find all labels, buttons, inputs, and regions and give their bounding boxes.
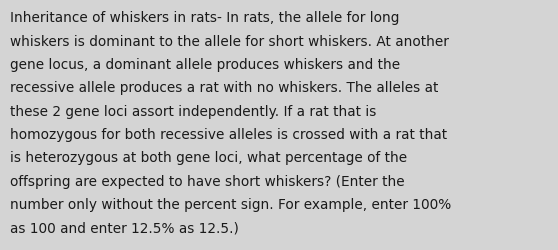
Text: Inheritance of whiskers in rats- In rats, the allele for long: Inheritance of whiskers in rats- In rats… (10, 11, 400, 25)
Text: is heterozygous at both gene loci, what percentage of the: is heterozygous at both gene loci, what … (10, 151, 407, 165)
Text: gene locus, a dominant allele produces whiskers and the: gene locus, a dominant allele produces w… (10, 58, 400, 72)
Text: as 100 and enter 12.5% as 12.5.): as 100 and enter 12.5% as 12.5.) (10, 220, 239, 234)
Text: number only without the percent sign. For example, enter 100%: number only without the percent sign. Fo… (10, 197, 451, 211)
Text: whiskers is dominant to the allele for short whiskers. At another: whiskers is dominant to the allele for s… (10, 34, 449, 48)
Text: these 2 gene loci assort independently. If a rat that is: these 2 gene loci assort independently. … (10, 104, 377, 118)
Text: recessive allele produces a rat with no whiskers. The alleles at: recessive allele produces a rat with no … (10, 81, 439, 95)
Text: offspring are expected to have short whiskers? (Enter the: offspring are expected to have short whi… (10, 174, 405, 188)
Text: homozygous for both recessive alleles is crossed with a rat that: homozygous for both recessive alleles is… (10, 128, 447, 141)
